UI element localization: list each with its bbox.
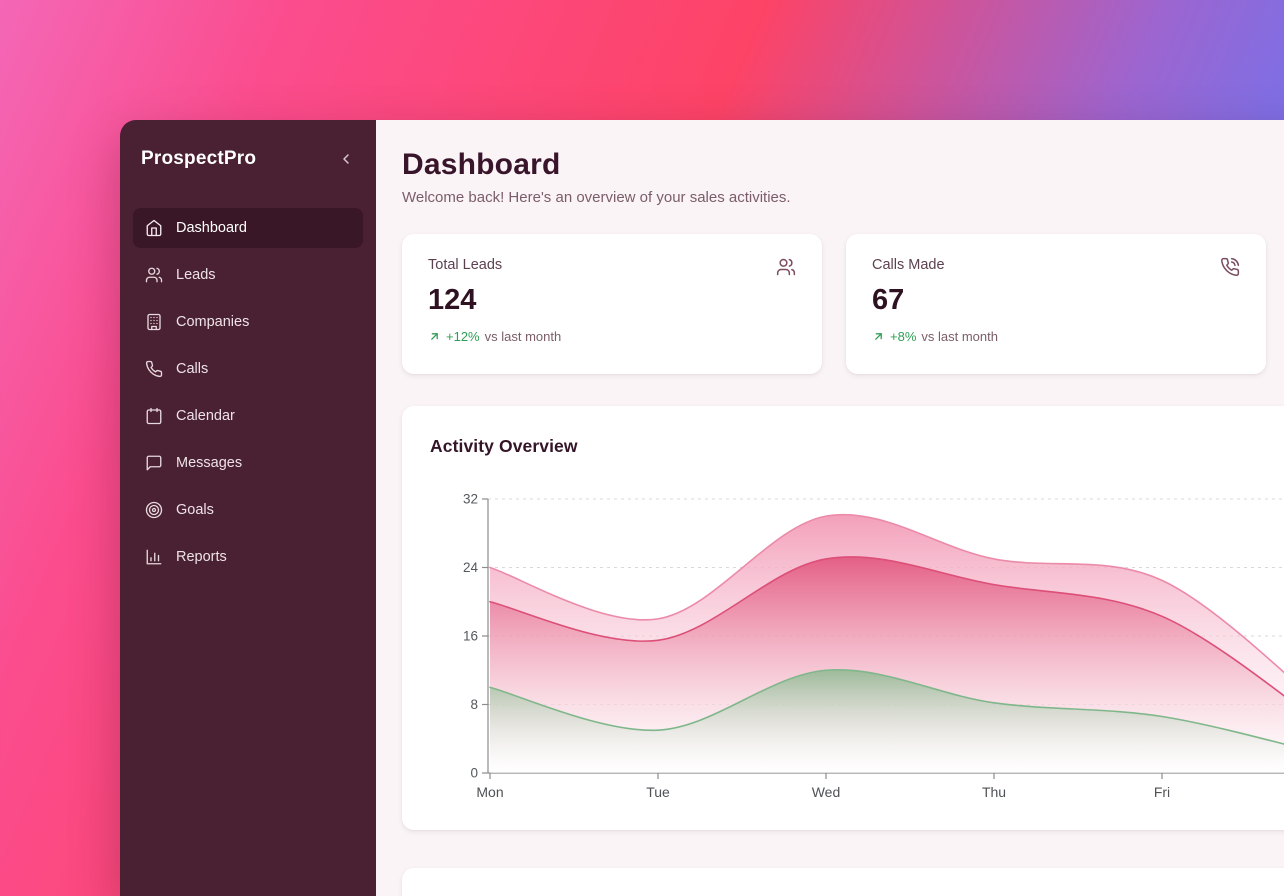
sidebar-nav: Dashboard Leads Companies Calls	[133, 208, 363, 577]
bar-chart-icon	[145, 548, 163, 566]
message-square-icon	[145, 454, 163, 472]
activity-chart: 0 8 16 24 32 Mon Tue Wed Thu Fri	[463, 492, 1284, 800]
stat-change: +8%	[890, 329, 917, 344]
page-title: Dashboard	[402, 148, 561, 181]
svg-text:Wed: Wed	[812, 784, 841, 800]
stat-card-header: Total Leads	[428, 257, 796, 277]
sidebar-item-dashboard[interactable]: Dashboard	[133, 208, 363, 248]
svg-text:0: 0	[470, 766, 478, 781]
trend-up-icon	[872, 330, 885, 343]
sidebar-item-messages[interactable]: Messages	[133, 443, 363, 483]
app-logo-text: ProspectPro	[141, 148, 257, 169]
sidebar-item-label: Goals	[176, 502, 214, 518]
stat-card-calls-made: Calls Made 67 +8% vs last month	[846, 234, 1266, 374]
sidebar-item-calls[interactable]: Calls	[133, 349, 363, 389]
home-icon	[145, 219, 163, 237]
trend-up-icon	[428, 330, 441, 343]
sidebar-item-leads[interactable]: Leads	[133, 255, 363, 295]
building-icon	[145, 313, 163, 331]
stat-value: 124	[428, 284, 477, 316]
svg-text:Tue: Tue	[646, 784, 670, 800]
activity-overview-card: Activity Overview 0 8 16 24 32 Mon Tue Wed Thu Fr…	[402, 406, 1284, 830]
sidebar-item-reports[interactable]: Reports	[133, 537, 363, 577]
target-icon	[145, 501, 163, 519]
stat-trend: +12% vs last month	[428, 329, 796, 344]
svg-text:Thu: Thu	[982, 784, 1006, 800]
svg-text:Mon: Mon	[476, 784, 503, 800]
sidebar-item-goals[interactable]: Goals	[133, 490, 363, 530]
stat-change-suffix: vs last month	[484, 329, 562, 344]
chart-title: Activity Overview	[430, 436, 578, 456]
page-subtitle: Welcome back! Here's an overview of your…	[402, 189, 791, 206]
stat-label: Total Leads	[428, 257, 503, 273]
sidebar-collapse-button[interactable]	[335, 148, 357, 170]
sidebar: ProspectPro Dashboard Leads	[120, 120, 376, 896]
sidebar-item-label: Leads	[176, 267, 216, 283]
sidebar-header: ProspectPro	[133, 120, 363, 170]
sidebar-item-label: Reports	[176, 549, 227, 565]
sidebar-item-calendar[interactable]: Calendar	[133, 396, 363, 436]
stat-label: Calls Made	[872, 257, 945, 273]
svg-text:16: 16	[463, 629, 478, 644]
stat-value: 67	[872, 284, 905, 316]
stat-card-header: Calls Made	[872, 257, 1240, 277]
stat-card-total-leads: Total Leads 124 +12% vs last month	[402, 234, 822, 374]
stat-trend: +8% vs last month	[872, 329, 1240, 344]
main-content: Dashboard Welcome back! Here's an overvi…	[376, 120, 1284, 896]
sidebar-item-label: Calendar	[176, 408, 235, 424]
phone-call-icon	[1220, 257, 1240, 277]
svg-text:8: 8	[470, 697, 478, 712]
bottom-card	[402, 868, 1284, 896]
app-window: ProspectPro Dashboard Leads	[120, 120, 1284, 896]
stat-change: +12%	[446, 329, 480, 344]
sidebar-item-label: Dashboard	[176, 220, 247, 236]
svg-text:24: 24	[463, 560, 479, 575]
svg-text:Fri: Fri	[1154, 784, 1170, 800]
chevron-left-icon	[338, 151, 354, 167]
sidebar-item-label: Calls	[176, 361, 209, 377]
svg-text:32: 32	[463, 492, 478, 507]
sidebar-item-companies[interactable]: Companies	[133, 302, 363, 342]
sidebar-item-label: Messages	[176, 455, 243, 471]
stat-change-suffix: vs last month	[921, 329, 998, 344]
calendar-icon	[145, 407, 163, 425]
users-icon	[776, 257, 796, 277]
sidebar-item-label: Companies	[176, 314, 250, 330]
phone-icon	[145, 360, 163, 378]
users-icon	[145, 266, 163, 284]
stats-grid: Total Leads 124 +12% vs last month	[402, 234, 1284, 374]
